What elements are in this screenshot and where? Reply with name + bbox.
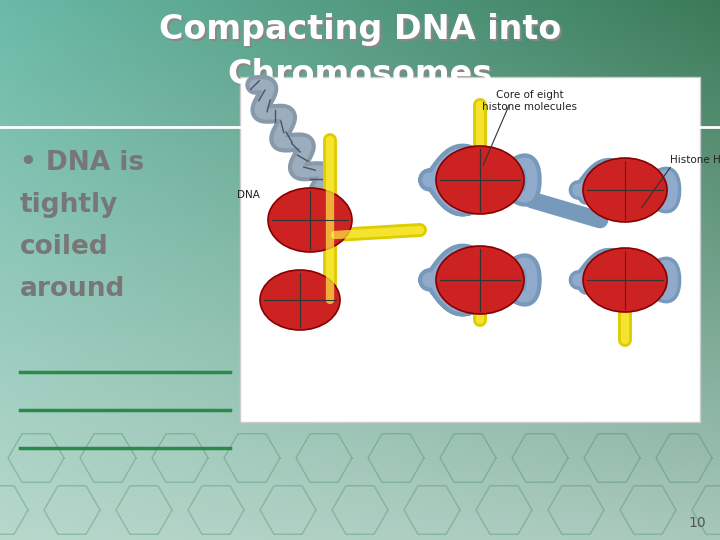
Text: DNA: DNA [237, 190, 260, 200]
Text: tightly: tightly [20, 192, 118, 218]
Text: Histone H1: Histone H1 [670, 155, 720, 165]
Ellipse shape [583, 158, 667, 222]
Text: coiled: coiled [20, 234, 109, 260]
Text: Compacting DNA into: Compacting DNA into [161, 16, 563, 49]
Ellipse shape [436, 146, 524, 214]
Text: Chromosomes: Chromosomes [230, 60, 495, 93]
Text: Compacting DNA into: Compacting DNA into [159, 14, 561, 46]
Bar [240, 77, 700, 422]
Ellipse shape [268, 188, 352, 252]
Text: around: around [20, 276, 125, 302]
Text: histone molecules: histone molecules [482, 102, 577, 112]
Text: 10: 10 [688, 516, 706, 530]
Text: Chromosomes: Chromosomes [228, 58, 492, 91]
Ellipse shape [436, 246, 524, 314]
Text: Core of eight: Core of eight [496, 90, 564, 100]
Ellipse shape [260, 270, 340, 330]
Text: • DNA is: • DNA is [20, 150, 144, 176]
Ellipse shape [583, 248, 667, 312]
